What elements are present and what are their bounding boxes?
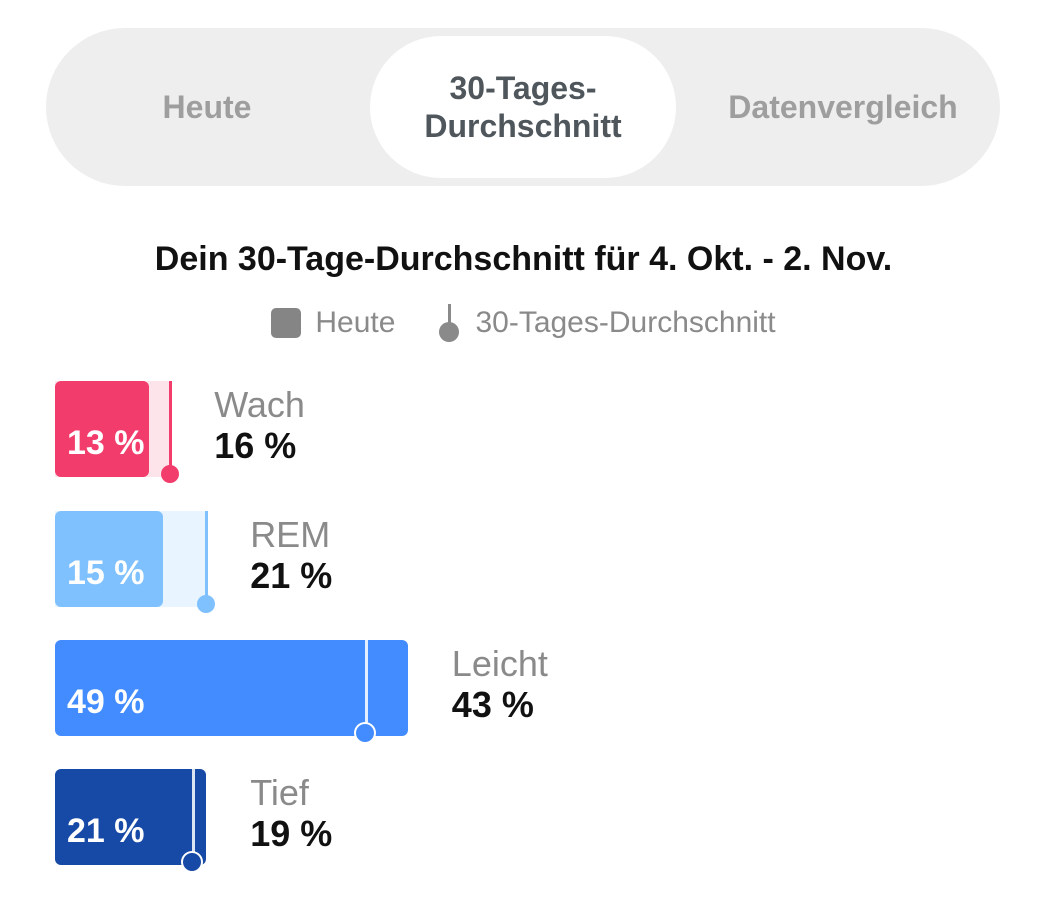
today-value-label: 13 % xyxy=(67,424,145,462)
stage-row-rem: 15 % REM 21 % xyxy=(0,511,1047,613)
average-marker-dot xyxy=(182,853,201,871)
chart-heading: Dein 30-Tage-Durchschnitt für 4. Okt. - … xyxy=(154,240,893,278)
legend-average-label: 30-Tages-Durchschnitt xyxy=(475,306,776,339)
legend-square-icon xyxy=(271,308,302,338)
stage-name: Leicht xyxy=(451,643,548,684)
stage-name: Wach xyxy=(214,384,305,425)
tab-heute-label: Heute xyxy=(162,88,252,125)
segmented-tab-control: Heute 30-Tages- Durchschnitt Datenvergle… xyxy=(46,28,1000,186)
average-marker-line xyxy=(169,381,173,475)
today-value-label: 15 % xyxy=(67,554,145,592)
stage-row-wach: 13 % Wach 16 % xyxy=(0,381,1047,483)
today-bar-rem: 15 % xyxy=(55,511,163,607)
average-marker-dot xyxy=(197,595,216,613)
tab-30-tages-durchschnitt[interactable]: 30-Tages- Durchschnitt xyxy=(370,36,676,178)
average-marker-line xyxy=(190,769,195,863)
tab-heute[interactable]: Heute xyxy=(46,28,368,186)
stage-average-value: 21 % xyxy=(250,555,333,596)
today-bar-leicht: 49 % xyxy=(55,640,408,736)
stage-name: REM xyxy=(250,514,331,555)
stage-text-rem: REM 21 % xyxy=(250,515,332,597)
stage-row-leicht: 49 % Leicht 43 % xyxy=(0,640,1047,742)
today-value-label: 21 % xyxy=(67,812,145,850)
stage-text-leicht: Leicht 43 % xyxy=(452,644,548,726)
today-value-label: 49 % xyxy=(67,683,145,721)
average-marker-line xyxy=(205,511,209,605)
average-marker-line xyxy=(363,640,368,734)
chart-legend: Heute 30-Tages-Durchschnitt xyxy=(0,304,1047,342)
tab-datenvergleich-label: Datenvergleich xyxy=(728,88,958,125)
today-bar-tief: 21 % xyxy=(55,769,207,865)
legend-item-average: 30-Tages-Durchschnitt xyxy=(439,304,776,342)
legend-item-today: Heute xyxy=(271,306,395,340)
tab-30-tages-durchschnitt-label: 30-Tages- Durchschnitt xyxy=(424,69,622,144)
stage-text-tief: Tief 19 % xyxy=(250,773,332,855)
legend-pin-icon xyxy=(439,304,460,342)
average-marker-dot xyxy=(355,724,374,742)
stage-average-value: 16 % xyxy=(214,425,297,466)
average-marker-dot xyxy=(161,465,180,483)
legend-today-label: Heute xyxy=(315,306,396,339)
stage-name: Tief xyxy=(250,772,309,813)
stage-average-value: 19 % xyxy=(250,813,333,854)
today-bar-wach: 13 % xyxy=(55,381,149,477)
tab-datenvergleich[interactable]: Datenvergleich xyxy=(686,28,1000,186)
stage-text-wach: Wach 16 % xyxy=(214,385,305,467)
stage-average-value: 43 % xyxy=(451,684,534,725)
stage-row-tief: 21 % Tief 19 % xyxy=(0,769,1047,871)
